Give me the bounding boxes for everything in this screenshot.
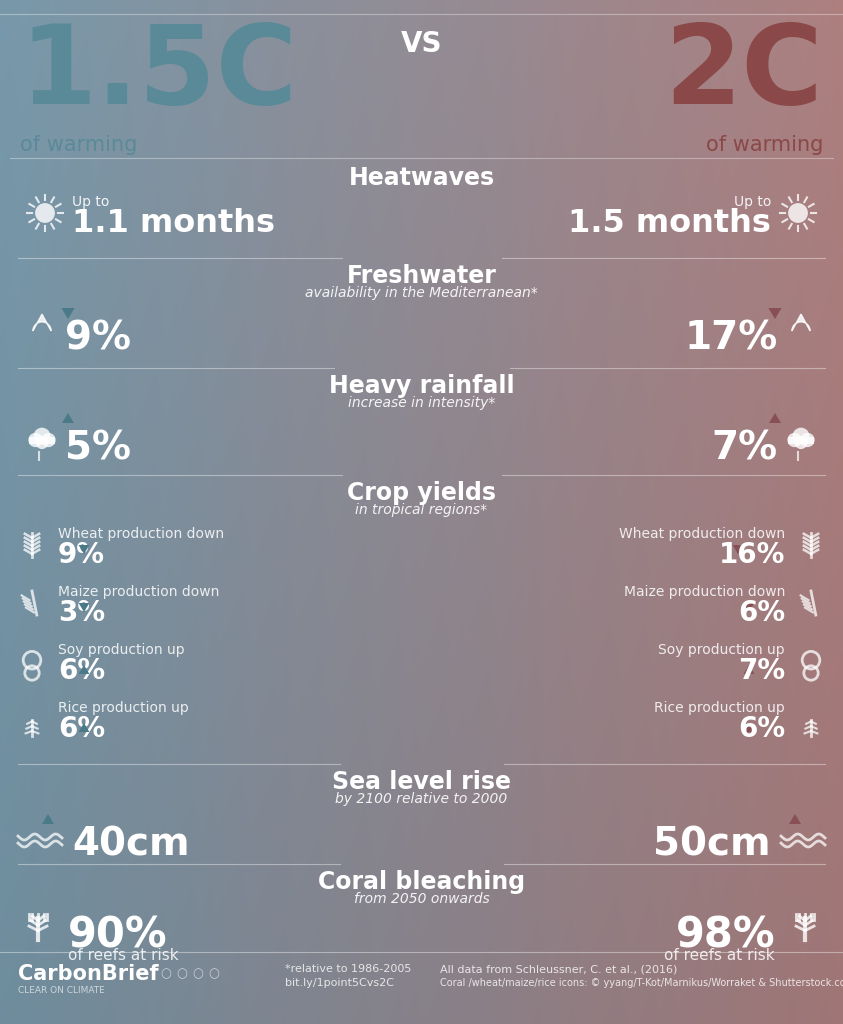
Text: 9%: 9% (58, 541, 105, 569)
Text: in tropical regions*: in tropical regions* (356, 503, 487, 517)
Polygon shape (744, 723, 754, 732)
Circle shape (34, 428, 51, 444)
Text: 7%: 7% (711, 430, 778, 468)
Text: 1.5 months: 1.5 months (568, 208, 771, 239)
Text: increase in intensity*: increase in intensity* (348, 396, 495, 410)
Text: 9%: 9% (65, 319, 131, 358)
Polygon shape (78, 545, 89, 554)
Polygon shape (33, 314, 51, 331)
Polygon shape (744, 665, 754, 674)
Bar (29, 437, 55, 443)
Circle shape (35, 436, 49, 450)
Polygon shape (789, 814, 801, 824)
Text: Crop yields: Crop yields (347, 481, 496, 505)
Text: Wheat production down: Wheat production down (619, 527, 785, 541)
Text: Up to: Up to (72, 195, 110, 209)
Bar (788, 437, 814, 443)
Text: from 2050 onwards: from 2050 onwards (353, 892, 490, 906)
Text: 3%: 3% (58, 599, 105, 627)
Text: bit.ly/1point5Cvs2C: bit.ly/1point5Cvs2C (285, 978, 394, 988)
Polygon shape (78, 603, 89, 612)
Text: 50cm: 50cm (653, 826, 771, 864)
Polygon shape (733, 545, 744, 554)
Text: Coral bleaching: Coral bleaching (318, 870, 525, 894)
Text: 7%: 7% (738, 657, 785, 685)
Text: availability in the Mediterranean*: availability in the Mediterranean* (305, 286, 538, 300)
Text: 2C: 2C (664, 20, 823, 127)
Circle shape (788, 203, 808, 223)
Text: 6%: 6% (58, 715, 105, 743)
Polygon shape (744, 603, 754, 612)
Text: 1.1 months: 1.1 months (72, 208, 275, 239)
Text: Soy production up: Soy production up (658, 643, 785, 657)
Text: Up to: Up to (733, 195, 771, 209)
Polygon shape (78, 723, 89, 732)
Text: *relative to 1986-2005: *relative to 1986-2005 (285, 964, 411, 974)
Polygon shape (78, 665, 89, 674)
Text: CarbonBrief: CarbonBrief (18, 964, 158, 984)
Text: 1.5C: 1.5C (20, 20, 298, 127)
Text: ○: ○ (160, 967, 171, 980)
Text: 6%: 6% (738, 599, 785, 627)
Circle shape (35, 203, 55, 223)
Text: ○: ○ (192, 967, 203, 980)
Text: 98%: 98% (675, 914, 775, 956)
Polygon shape (792, 314, 810, 331)
Text: of warming: of warming (20, 135, 137, 155)
Text: Wheat production down: Wheat production down (58, 527, 224, 541)
Text: Maize production down: Maize production down (58, 585, 219, 599)
Text: ○: ○ (208, 967, 219, 980)
Text: 6%: 6% (58, 657, 105, 685)
Text: Heatwaves: Heatwaves (348, 166, 495, 190)
Text: 16%: 16% (718, 541, 785, 569)
Text: Freshwater: Freshwater (346, 264, 497, 288)
Text: 90%: 90% (68, 914, 168, 956)
Text: Rice production up: Rice production up (58, 701, 189, 715)
Text: 6%: 6% (738, 715, 785, 743)
Polygon shape (769, 308, 781, 319)
Polygon shape (62, 413, 74, 423)
Text: 40cm: 40cm (72, 826, 190, 864)
Circle shape (794, 436, 808, 450)
Text: 5%: 5% (65, 430, 131, 468)
Text: of warming: of warming (706, 135, 823, 155)
Polygon shape (769, 413, 781, 423)
Text: by 2100 relative to 2000: by 2100 relative to 2000 (336, 792, 507, 806)
Circle shape (787, 433, 802, 447)
Circle shape (800, 433, 814, 447)
Text: of reefs at risk: of reefs at risk (68, 948, 179, 963)
Polygon shape (62, 308, 74, 319)
Text: ○: ○ (176, 967, 187, 980)
Circle shape (41, 433, 56, 447)
Text: Rice production up: Rice production up (654, 701, 785, 715)
Text: CLEAR ON CLIMATE: CLEAR ON CLIMATE (18, 986, 105, 995)
Circle shape (29, 433, 43, 447)
Text: Heavy rainfall: Heavy rainfall (329, 374, 514, 398)
Text: VS: VS (400, 30, 443, 58)
Text: Soy production up: Soy production up (58, 643, 185, 657)
Circle shape (792, 428, 809, 444)
Text: of reefs at risk: of reefs at risk (664, 948, 775, 963)
Text: Sea level rise: Sea level rise (332, 770, 511, 794)
Text: 17%: 17% (685, 319, 778, 358)
Text: Coral /wheat/maize/rice icons: © yyang/T-Kot/Marnikus/Worraket & Shutterstock.co: Coral /wheat/maize/rice icons: © yyang/T… (440, 978, 843, 988)
Text: Maize production down: Maize production down (624, 585, 785, 599)
Text: All data from Schleussner, C. et al., (2016): All data from Schleussner, C. et al., (2… (440, 964, 678, 974)
Polygon shape (42, 814, 54, 824)
